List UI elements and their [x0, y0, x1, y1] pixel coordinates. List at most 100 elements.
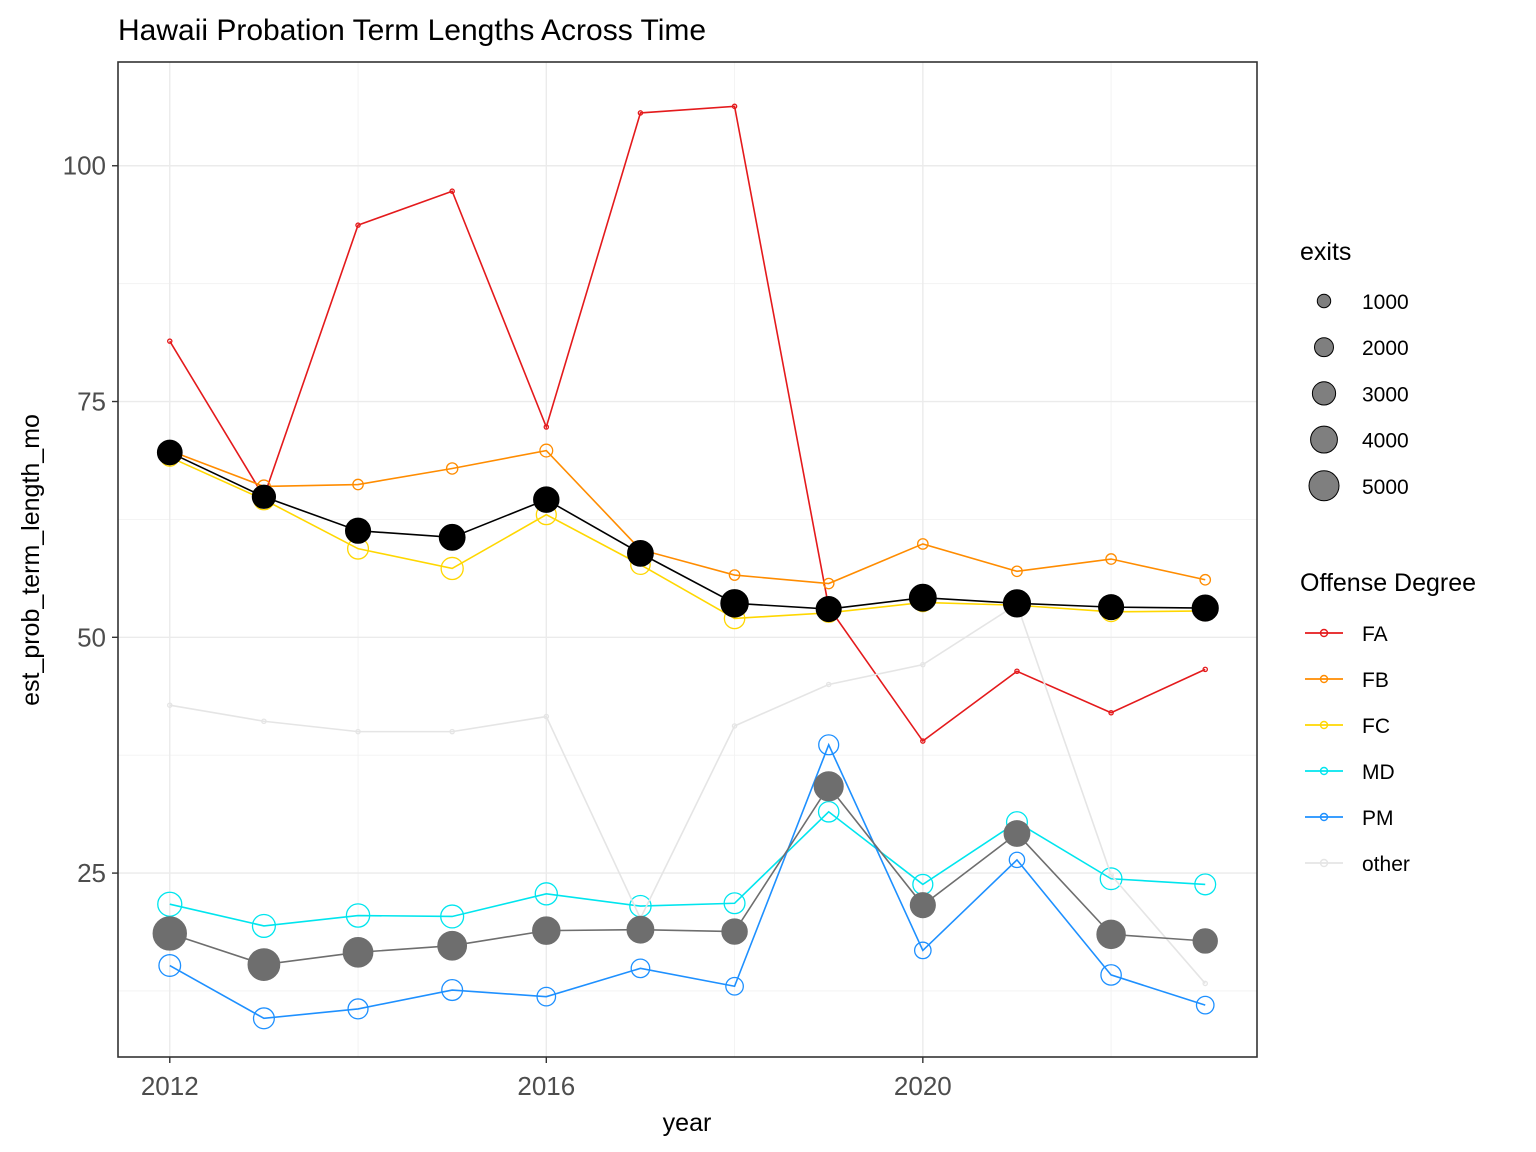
y-tick-label: 50 — [77, 622, 106, 652]
data-point-series-7 — [342, 936, 374, 968]
series-line-fc — [169, 456, 1206, 620]
data-point-pm — [818, 734, 840, 756]
plot-panel — [117, 61, 1258, 1058]
series-fb — [163, 443, 1212, 590]
size-legend: exits 1000 2000 3000 4000 5000 — [1300, 238, 1409, 502]
data-point-other — [355, 728, 361, 735]
data-point-fb — [445, 462, 459, 475]
data-point-series-7 — [909, 892, 936, 919]
panel-background — [118, 62, 1257, 1057]
x-tick-label: 2016 — [517, 1071, 575, 1101]
data-point-fb — [539, 443, 554, 458]
data-point-pm — [913, 941, 932, 960]
data-point-fa — [1108, 709, 1114, 716]
data-point-md — [1099, 867, 1123, 891]
data-point-series-6 — [1098, 594, 1125, 621]
color-legend-label: FA — [1362, 623, 1388, 646]
data-point-fa — [543, 424, 550, 430]
color-legend-point — [1319, 674, 1329, 684]
color-legend-label: PM — [1362, 807, 1394, 830]
data-point-other — [543, 713, 550, 720]
data-point-md — [157, 891, 183, 917]
size-legend-label: 3000 — [1362, 383, 1409, 406]
data-point-series-6 — [251, 484, 277, 509]
color-legend-point — [1319, 720, 1329, 730]
data-point-series-7 — [1096, 919, 1126, 950]
color-legend-items: FA FB FC MD PM other — [1305, 623, 1410, 876]
data-point-series-6 — [344, 517, 372, 544]
data-point-other — [261, 718, 267, 725]
series-line-other — [169, 603, 1206, 984]
data-point-fa — [920, 738, 926, 744]
size-legend-key — [1314, 337, 1334, 358]
data-point-series-7 — [437, 930, 468, 961]
color-legend-point — [1319, 766, 1329, 776]
data-point-md — [1194, 873, 1217, 896]
data-point-pm — [252, 1007, 275, 1030]
data-point-fa — [1202, 666, 1208, 673]
series-series-6 — [156, 439, 1219, 623]
color-legend-title: Offense Degree — [1300, 569, 1476, 597]
series-series-7 — [152, 771, 1218, 981]
y-tick-label: 75 — [77, 387, 106, 417]
data-point-other — [731, 723, 738, 729]
data-point-series-7 — [813, 771, 844, 802]
color-legend: Offense Degree FA FB FC MD PM other — [1300, 569, 1476, 876]
y-tick-label: 25 — [77, 858, 106, 888]
data-point-fb — [352, 478, 364, 491]
data-point-fb — [1105, 553, 1117, 565]
y-axis: 25 50 75 100 — [63, 151, 118, 888]
size-legend-key — [1310, 425, 1338, 454]
data-point-series-6 — [908, 583, 937, 612]
size-legend-key — [1311, 381, 1337, 406]
panel-border — [117, 61, 1258, 1058]
series-line-pm — [169, 742, 1206, 1020]
grid — [118, 62, 1257, 1057]
data-point-other — [449, 728, 455, 735]
size-legend-label: 1000 — [1362, 291, 1409, 314]
y-axis-title: est_prob_term_length_mo — [17, 414, 45, 706]
series-other — [167, 601, 1208, 987]
size-legend-key — [1308, 470, 1340, 502]
size-legend-items: 1000 2000 3000 4000 5000 — [1308, 291, 1409, 502]
data-point-series-6 — [720, 589, 749, 618]
size-legend-title: exits — [1300, 238, 1351, 266]
data-point-fb — [1011, 565, 1023, 578]
data-point-series-7 — [1003, 820, 1031, 847]
data-point-pm — [441, 978, 464, 1002]
data-point-pm — [725, 976, 744, 996]
data-point-md — [440, 904, 465, 929]
data-point-series-7 — [532, 916, 561, 945]
data-point-pm — [1100, 964, 1122, 986]
data-point-md — [817, 800, 840, 823]
size-legend-label: 2000 — [1362, 337, 1409, 360]
x-tick-label: 2020 — [894, 1071, 952, 1101]
data-point-series-6 — [1191, 594, 1219, 622]
data-point-md — [723, 892, 746, 915]
data-point-fc — [440, 556, 464, 581]
data-point-pm — [536, 986, 557, 1007]
data-point-pm — [1008, 851, 1026, 869]
series-fa — [167, 103, 1208, 744]
data-point-other — [167, 702, 173, 708]
data-point-pm — [1195, 995, 1215, 1015]
color-legend-label: other — [1362, 853, 1410, 876]
data-point-fa — [167, 338, 173, 344]
x-tick-label: 2012 — [141, 1071, 199, 1101]
chart-title: Hawaii Probation Term Lengths Across Tim… — [118, 14, 706, 47]
data-point-series-6 — [627, 539, 654, 567]
data-point-other — [1108, 872, 1114, 878]
data-point-md — [534, 882, 558, 906]
data-point-series-6 — [156, 439, 183, 466]
size-legend-label: 4000 — [1362, 430, 1409, 453]
series-line-fb — [169, 449, 1206, 585]
data-point-pm — [347, 998, 369, 1020]
data-point-series-6 — [815, 595, 842, 623]
data-point-fa — [1014, 668, 1020, 675]
x-axis-title: year — [663, 1109, 712, 1137]
series-line-fa — [169, 105, 1206, 743]
data-point-other — [920, 661, 926, 668]
series-line-series-6 — [169, 451, 1206, 610]
size-legend-label: 5000 — [1362, 476, 1409, 499]
